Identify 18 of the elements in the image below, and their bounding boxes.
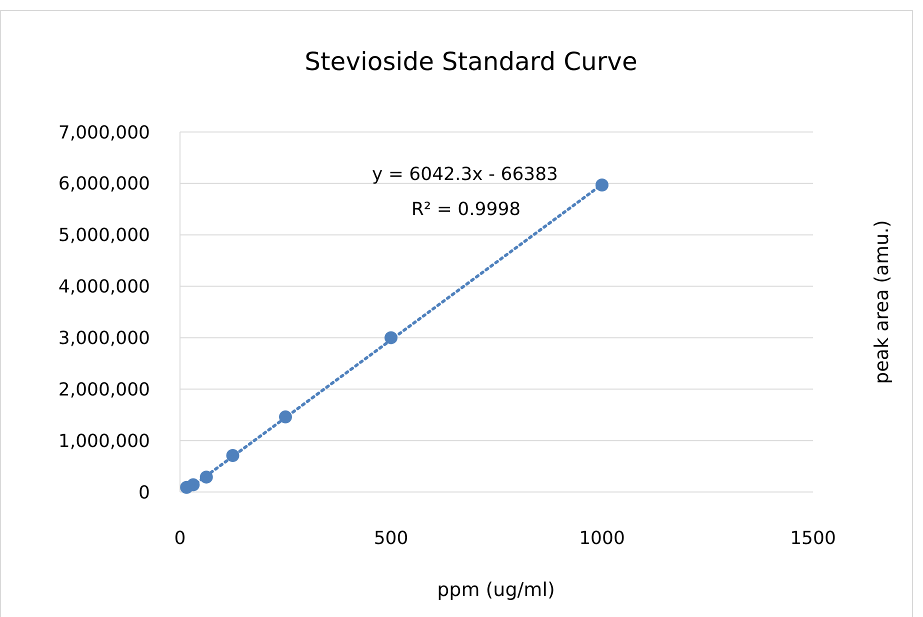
x-tick-label: 1500 [790,528,836,549]
x-tick-label: 1000 [579,528,625,549]
y-axis-title: peak area (amu.) [871,220,893,384]
y-tick-label: 3,000,000 [58,328,150,350]
x-tick-label: 500 [374,528,408,549]
chart-title: Stevioside Standard Curve [304,47,638,76]
y-tick-label: 1,000,000 [58,430,150,452]
annotation: y = 6042.3x - 66383 [372,164,558,185]
x-axis-title: ppm (ug/ml) [437,579,555,601]
y-tick-label: 0 [138,482,150,504]
point [596,178,608,192]
x-tick-label: 0 [174,528,186,549]
y-tick-label: 7,000,000 [58,122,150,144]
annotation: R² = 0.9998 [411,199,521,220]
y-tick-label: 2,000,000 [58,379,150,400]
y-tick-label: 5,000,000 [58,225,150,246]
y-tick-label: 4,000,000 [58,276,150,298]
y-tick-label: 6,000,000 [58,174,150,195]
